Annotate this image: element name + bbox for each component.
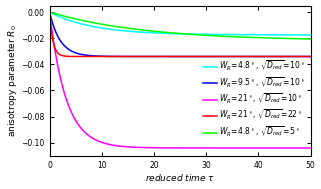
- Y-axis label: anisotropy parameter $R_0$: anisotropy parameter $R_0$: [5, 24, 19, 137]
- X-axis label: reduced time $\tau$: reduced time $\tau$: [145, 172, 215, 184]
- Legend: $W_R\!=\!4.8^\circ$, $\sqrt{D_{red}}\!=\!10^\circ$, $W_R\!=\!9.5^\circ$, $\sqrt{: $W_R\!=\!4.8^\circ$, $\sqrt{D_{red}}\!=\…: [202, 57, 307, 140]
